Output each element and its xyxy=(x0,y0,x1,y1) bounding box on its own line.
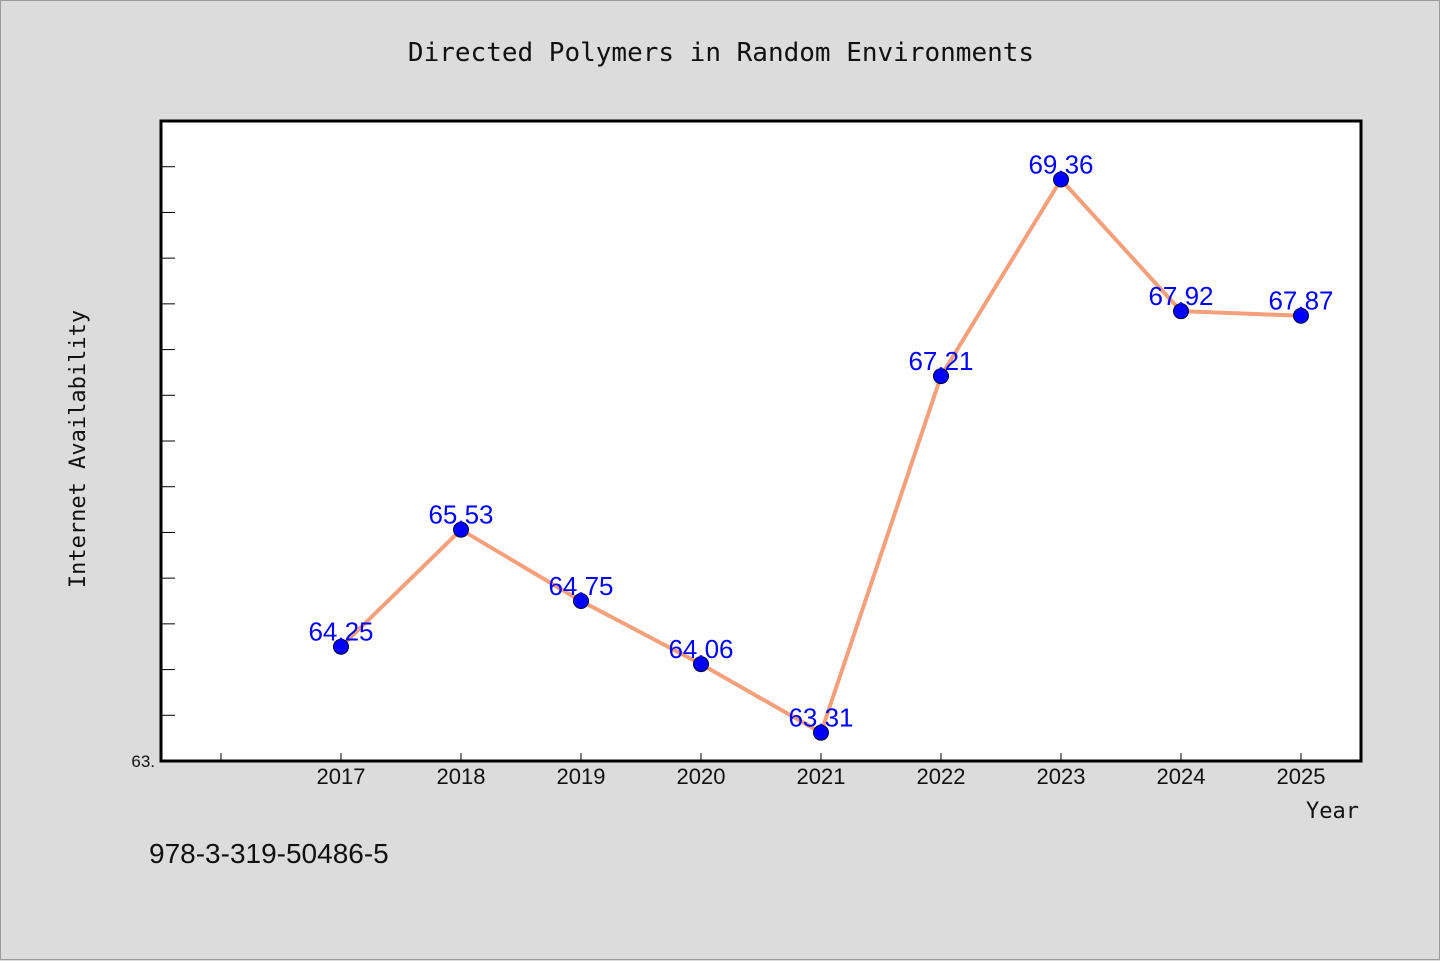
data-point xyxy=(453,521,469,538)
data-point xyxy=(813,724,829,741)
x-axis-ticks xyxy=(220,753,1302,761)
isbn-text: 978-3-319-50486-5 xyxy=(149,838,389,869)
data-label: 64.25 xyxy=(308,617,373,647)
x-tick-label: 2019 xyxy=(557,764,606,789)
data-point xyxy=(333,638,349,655)
y-axis-title: Internet Availability xyxy=(66,310,91,588)
x-axis-tick-labels: 2017 2018 2019 2020 2021 2022 2023 2024 2025 xyxy=(317,764,1326,789)
data-label: 67.92 xyxy=(1148,281,1213,311)
x-tick-label: 2018 xyxy=(437,764,486,789)
data-point xyxy=(1173,303,1189,320)
data-label: 67.87 xyxy=(1268,286,1333,316)
data-label: 64.75 xyxy=(548,571,613,601)
data-label: 64.06 xyxy=(668,634,733,664)
x-tick-label: 2020 xyxy=(677,764,726,789)
data-point xyxy=(573,593,589,609)
data-point xyxy=(1053,171,1069,188)
x-tick-label: 2022 xyxy=(917,764,966,789)
x-tick-label: 2023 xyxy=(1037,764,1086,789)
data-point xyxy=(1293,307,1309,324)
x-tick-label: 2024 xyxy=(1157,764,1206,789)
data-label: 63.31 xyxy=(788,703,853,733)
chart-title: Directed Polymers in Random Environments xyxy=(408,38,1034,68)
y-axis-ticks xyxy=(161,166,175,716)
plot-area xyxy=(159,119,1363,763)
data-label: 69.36 xyxy=(1028,150,1093,180)
data-point xyxy=(933,368,949,385)
x-tick-label: 2021 xyxy=(797,764,846,789)
x-tick-label: 2025 xyxy=(1277,764,1326,789)
data-label: 65.53 xyxy=(428,500,493,530)
x-axis-title: Year xyxy=(1306,799,1359,824)
data-point xyxy=(693,656,709,673)
data-label: 67.21 xyxy=(908,346,973,376)
x-tick-label: 2017 xyxy=(317,764,366,789)
data-labels: 64.25 65.53 64.75 64.06 63.31 67.21 69.36 67.92… xyxy=(308,150,1333,733)
y-axis-min-label: 63. xyxy=(131,752,155,771)
series-markers xyxy=(333,171,1309,741)
